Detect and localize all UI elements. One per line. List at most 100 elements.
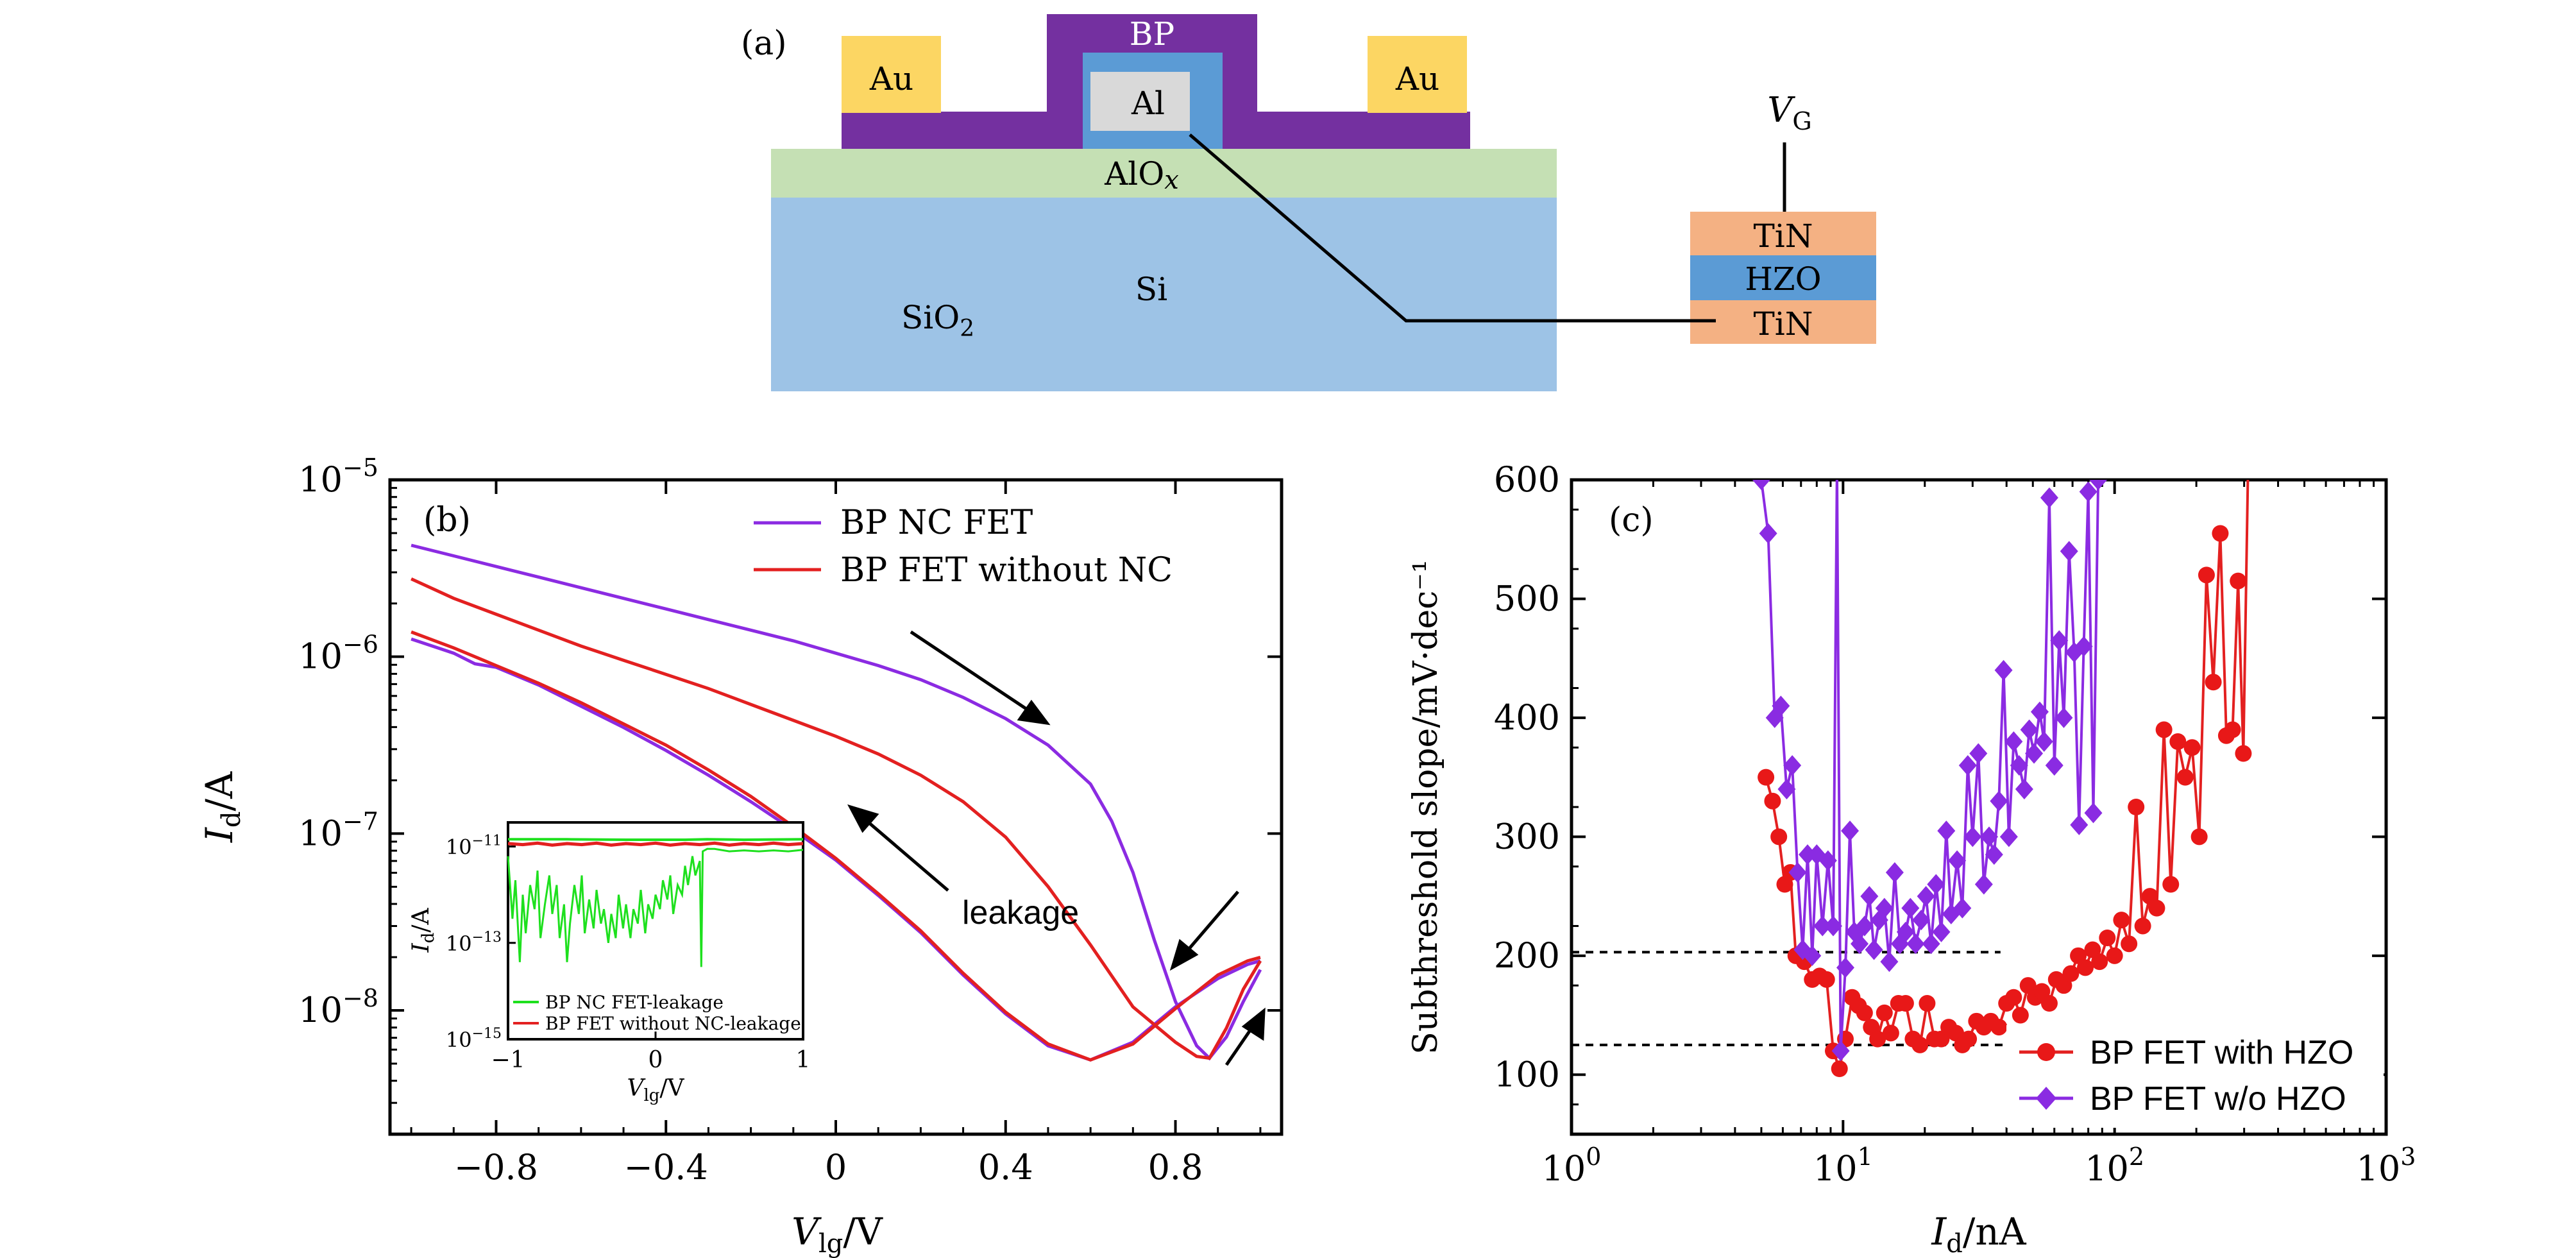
point-with-hzo <box>2091 953 2108 971</box>
point-without-hzo <box>1752 480 1770 490</box>
series-bp-fet-without-nc-forward <box>411 577 1262 1060</box>
inset-x-tick-label: 0 <box>648 1047 663 1073</box>
point-without-hzo <box>1759 523 1777 544</box>
point-without-hzo <box>1948 850 1967 871</box>
legend-label-with-hzo: BP FET with HZO <box>2090 1034 2353 1071</box>
panel-c-y-tick-label: 600 <box>1494 459 1560 500</box>
point-with-hzo <box>2012 1007 2029 1024</box>
point-with-hzo <box>2212 525 2229 542</box>
point-without-hzo <box>2070 814 2089 835</box>
point-with-hzo <box>2230 572 2247 590</box>
panel-c-label: (c) <box>1609 501 1654 540</box>
point-without-hzo <box>2025 743 2044 764</box>
point-without-hzo <box>2074 636 2093 657</box>
point-without-hzo <box>2060 541 2078 562</box>
point-with-hzo <box>2183 739 2201 756</box>
point-without-hzo <box>1880 951 1899 973</box>
inset-legend: BP NC FET-leakage BP FET without NC-leak… <box>513 992 801 1034</box>
point-without-hzo <box>2040 487 2058 508</box>
point-without-hzo <box>1875 897 1894 919</box>
point-without-hzo <box>1969 743 1988 764</box>
panel-c-x-tick-label: 100 <box>1542 1143 1602 1189</box>
point-without-hzo <box>2084 803 2103 824</box>
point-without-hzo <box>1772 695 1790 717</box>
panel-b-y-axis-label: Id/A <box>198 771 246 843</box>
inset-x-axis-label: Vlg/V <box>627 1075 684 1105</box>
panel-b-arrows <box>847 630 1266 1066</box>
point-without-hzo <box>2015 779 2033 800</box>
alox-layer <box>771 149 1557 198</box>
al-gate <box>1090 72 1190 131</box>
point-with-hzo <box>1770 828 1788 846</box>
inset-x-tick-label: −1 <box>491 1047 525 1073</box>
inset-series-nc-leakage-baseline <box>508 838 804 842</box>
inset-ticks: −1 0 1 10−11 10−13 10−15 <box>446 833 811 1073</box>
panel-c-y-tick-label: 300 <box>1494 816 1560 856</box>
legend-marker-without-hzo <box>2036 1087 2056 1110</box>
hzo-layer <box>1690 255 1876 300</box>
inset-legend-label-nc-leakage: BP NC FET-leakage <box>545 992 724 1013</box>
point-without-hzo <box>1958 755 1977 776</box>
point-without-hzo <box>1798 844 1817 865</box>
point-without-hzo <box>1990 790 2008 812</box>
bp-label: BP <box>1130 15 1174 53</box>
series-bp-nc-fet-forward <box>411 543 1262 1061</box>
point-without-hzo <box>1994 659 2013 681</box>
point-without-hzo <box>1963 826 1982 847</box>
point-with-hzo <box>1990 1019 2008 1036</box>
au-contact-left <box>842 36 941 113</box>
point-without-hzo <box>1906 933 1925 955</box>
point-without-hzo <box>1932 921 1951 942</box>
point-with-hzo <box>2076 959 2094 976</box>
panel-c-y-tick-label: 100 <box>1494 1054 1560 1094</box>
inset-background <box>507 821 804 1041</box>
point-with-hzo <box>1960 1030 1978 1048</box>
point-with-hzo <box>1764 792 1781 810</box>
panel-c-x-axis-label: Id/nA <box>1931 1210 2026 1258</box>
point-with-hzo <box>2205 674 2222 691</box>
point-without-hzo <box>2079 481 2097 502</box>
legend-background <box>2006 1025 2384 1128</box>
point-without-hzo <box>1855 915 1874 937</box>
point-without-hzo <box>1912 910 1931 931</box>
panel-c-ticks: 100 101 102 103 100 200 300 400 500 600 <box>1494 459 2416 1189</box>
point-with-hzo <box>2121 935 2138 953</box>
point-with-hzo <box>2169 733 2187 750</box>
point-without-hzo <box>1999 826 2018 847</box>
point-with-hzo <box>2033 983 2051 1000</box>
point-with-hzo <box>2106 947 2123 964</box>
point-with-hzo <box>2176 769 2194 786</box>
inset-x-tick-label: 1 <box>796 1047 811 1073</box>
point-with-hzo <box>2134 917 2151 935</box>
point-without-hzo <box>1813 915 1832 937</box>
sio2-label: SiO2 <box>901 299 974 342</box>
panel-b-label: (b) <box>423 501 471 540</box>
point-without-hzo <box>1917 886 1935 907</box>
gate-voltage-label: VG <box>1767 90 1811 135</box>
panel-c-series-group <box>1752 480 2252 1077</box>
point-without-hzo <box>1901 897 1920 919</box>
panel-b-x-tick-label: 0.8 <box>1148 1147 1203 1187</box>
panel-b-y-tick-label: 10−7 <box>298 807 378 853</box>
panel-c-curves <box>1572 480 2252 1077</box>
point-with-hzo <box>1869 1030 1886 1048</box>
au-contact-right <box>1368 36 1467 113</box>
panel-b-curves <box>411 543 1262 1062</box>
point-without-hzo <box>1851 933 1869 955</box>
panel-b-x-tick-label: −0.8 <box>454 1147 538 1187</box>
point-without-hzo <box>2020 719 2038 740</box>
panel-a-schematic: (a) Au Au BP Al AlOx Si SiO2 TiN HZO TiN… <box>741 14 1876 391</box>
au-right-label: Au <box>1395 60 1439 98</box>
point-without-hzo <box>1885 862 1904 883</box>
hzo-label: HZO <box>1745 260 1821 298</box>
panel-b-y-tick-label: 10−6 <box>298 631 378 677</box>
panel-a-label: (a) <box>741 24 787 63</box>
inset-y-axis-label: Id/A <box>408 907 438 953</box>
panel-c-y-tick-label: 400 <box>1494 697 1560 738</box>
panel-b-iv-chart: −0.8 −0.4 0 0.4 0.8 10−8 10−7 10−6 10−5 (b) BP N… <box>198 454 1284 1258</box>
point-without-hzo <box>2055 707 2073 728</box>
panel-c-x-tick-label: 101 <box>1813 1143 1873 1189</box>
point-without-hzo <box>2045 755 2063 776</box>
arrow-sweep-forward-head <box>1017 699 1051 726</box>
